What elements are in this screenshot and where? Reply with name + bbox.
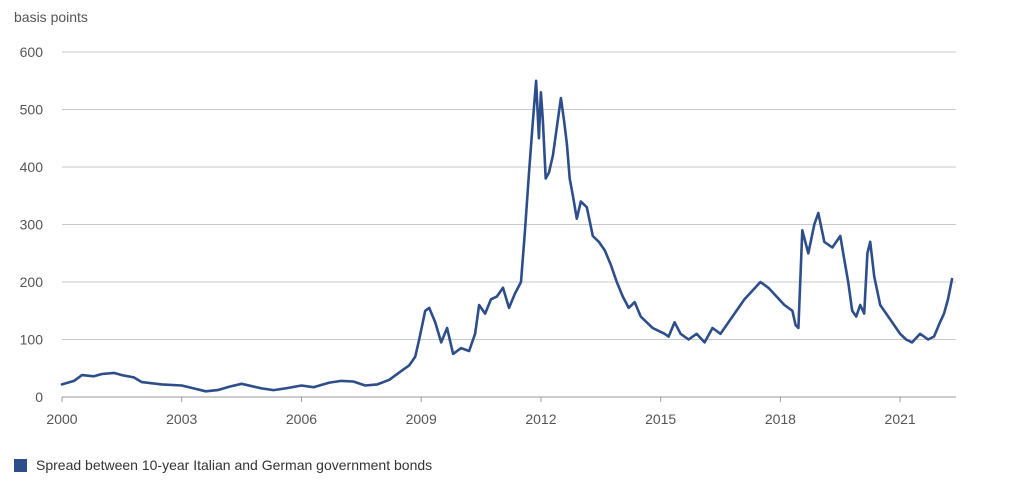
x-tick-label: 2021 — [885, 411, 916, 427]
x-tick-label: 2000 — [46, 411, 77, 427]
x-tick-label: 2006 — [286, 411, 317, 427]
y-tick-labels: 0 100 200 300 400 500 600 — [20, 44, 44, 405]
x-tick-label: 2009 — [406, 411, 437, 427]
series-line-0 — [60, 79, 954, 393]
y-tick-label: 500 — [20, 102, 44, 118]
x-tick-label: 2015 — [645, 411, 676, 427]
x-tick-labels: 2000 2003 2006 2009 2012 2015 2018 2021 — [46, 397, 916, 427]
legend-swatch — [14, 458, 27, 472]
x-tick-label: 2003 — [166, 411, 197, 427]
y-tick-label: 300 — [20, 217, 44, 233]
y-tick-label: 0 — [35, 389, 43, 405]
y-tick-label: 600 — [20, 44, 44, 60]
y-tick-label: 400 — [20, 159, 44, 175]
series-layer — [60, 79, 954, 393]
y-axis-label: basis points — [14, 9, 88, 25]
x-tick-label: 2018 — [765, 411, 796, 427]
y-tick-label: 100 — [20, 332, 44, 348]
x-tick-label: 2012 — [525, 411, 556, 427]
y-tick-label: 200 — [20, 274, 44, 290]
legend: Spread between 10-year Italian and Germa… — [14, 457, 432, 473]
legend-label: Spread between 10-year Italian and Germa… — [36, 457, 433, 473]
grid-layer — [62, 51, 956, 398]
